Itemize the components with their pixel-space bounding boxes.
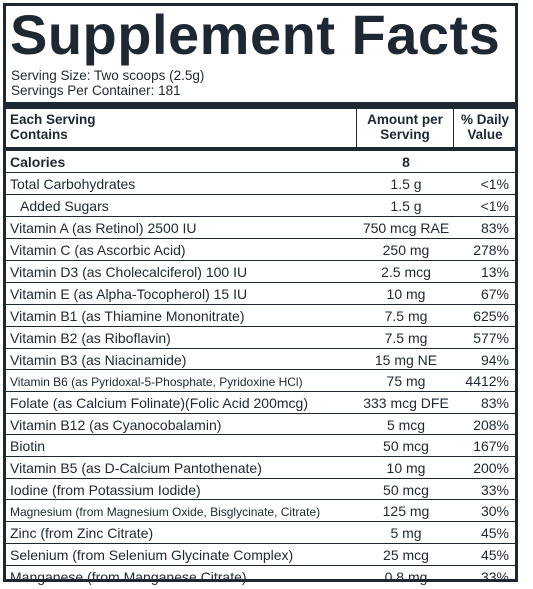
nutrient-daily-value: 4412% bbox=[465, 373, 509, 389]
nutrient-amount: 0.8 mg bbox=[384, 569, 428, 585]
nutrient-row-zinc: Zinc (from Zinc Citrate) 5 mg 45% bbox=[6, 522, 515, 544]
nutrient-name: Manganese (from Manganese Citrate) bbox=[10, 569, 247, 585]
nutrient-amount: 1.5 g bbox=[390, 176, 422, 192]
nutrient-amount: 10 mg bbox=[386, 286, 426, 302]
nutrient-row-vitamin-b12: Vitamin B12 (as Cyanocobalamin) 5 mcg 208% bbox=[6, 414, 515, 435]
nutrient-daily-value: 33% bbox=[480, 569, 509, 585]
header-amount-line1: Amount per bbox=[367, 112, 443, 127]
nutrient-row-vitamin-b1: Vitamin B1 (as Thiamine Mononitrate) 7.5 … bbox=[6, 305, 515, 327]
nutrient-name: Vitamin E (as Alpha-Tocopherol) 15 IU bbox=[10, 286, 248, 302]
nutrient-name: Vitamin B12 (as Cyanocobalamin) bbox=[10, 417, 222, 433]
nutrient-amount: 5 mg bbox=[390, 525, 422, 541]
header-divider-1 bbox=[356, 109, 357, 147]
nutrient-amount: 25 mcg bbox=[383, 547, 429, 563]
nutrient-name: Biotin bbox=[10, 438, 46, 454]
nutrient-amount: 15 mg NE bbox=[374, 352, 438, 368]
header-dv-line2: Value bbox=[467, 127, 503, 142]
nutrient-daily-value: 83% bbox=[480, 220, 509, 236]
nutrient-name: Vitamin B1 (as Thiamine Mononitrate) bbox=[10, 308, 245, 324]
nutrient-amount: 1.5 g bbox=[390, 198, 422, 214]
nutrient-name: Vitamin C (as Ascorbic Acid) bbox=[10, 242, 186, 258]
nutrient-name: Vitamin B3 (as Niacinamide) bbox=[10, 352, 187, 368]
nutrient-daily-value: 278% bbox=[473, 242, 509, 258]
supplement-facts-panel: Supplement Facts Serving Size: Two scoop… bbox=[3, 3, 518, 585]
nutrient-row-vitamin-b2: Vitamin B2 (as Riboflavin) 7.5 mg 577% bbox=[6, 327, 515, 349]
nutrient-amount: 50 mcg bbox=[383, 438, 429, 454]
header-amount-line2: Serving bbox=[380, 127, 430, 142]
nutrient-name: Vitamin B6 (as Pyridoxal-5-Phosphate, Py… bbox=[10, 375, 303, 389]
nutrient-row-folate: Folate (as Calcium Folinate)(Folic Acid … bbox=[6, 392, 515, 414]
nutrient-daily-value: 83% bbox=[480, 395, 509, 411]
nutrient-name: Vitamin D3 (as Cholecalciferol) 100 IU bbox=[10, 264, 248, 280]
nutrient-daily-value: 33% bbox=[480, 482, 509, 498]
nutrient-row-vitamin-c: Vitamin C (as Ascorbic Acid) 250 mg 278% bbox=[6, 239, 515, 261]
nutrient-daily-value: 67% bbox=[480, 286, 509, 302]
nutrient-daily-value: 45% bbox=[480, 547, 509, 563]
nutrient-amount: 250 mg bbox=[382, 242, 430, 258]
nutrient-daily-value: 200% bbox=[473, 460, 509, 476]
nutrient-name: Added Sugars bbox=[20, 198, 109, 214]
nutrient-name: Total Carbohydrates bbox=[10, 176, 136, 192]
nutrient-amount: 750 mcg RAE bbox=[362, 220, 450, 236]
nutrient-row-total-carbohydrates: Total Carbohydrates 1.5 g <1% bbox=[6, 173, 515, 195]
nutrient-row-biotin: Biotin 50 mcg 167% bbox=[6, 435, 515, 457]
serving-size: Serving Size: Two scoops (2.5g) bbox=[11, 68, 205, 83]
nutrient-row-vitamin-e: Vitamin E (as Alpha-Tocopherol) 15 IU 10 … bbox=[6, 283, 515, 305]
nutrient-amount: 125 mg bbox=[382, 503, 430, 519]
nutrient-name: Vitamin B5 (as D-Calcium Pantothenate) bbox=[10, 460, 262, 476]
header-dv-line1: % Daily bbox=[460, 112, 510, 127]
nutrient-daily-value: <1% bbox=[480, 198, 509, 214]
nutrient-amount: 50 mcg bbox=[383, 482, 429, 498]
nutrient-amount: 2.5 mcg bbox=[381, 264, 431, 280]
nutrient-amount: 7.5 mg bbox=[384, 330, 428, 346]
nutrient-amount: 10 mg bbox=[386, 460, 426, 476]
header-each-serving-line2: Contains bbox=[10, 127, 68, 142]
nutrient-name: Magnesium (from Magnesium Oxide, Bisglyc… bbox=[10, 505, 321, 519]
nutrient-daily-value: 577% bbox=[473, 330, 509, 346]
nutrient-row-magnesium: Magnesium (from Magnesium Oxide, Bisglyc… bbox=[6, 500, 515, 522]
header-divider-2 bbox=[453, 109, 454, 147]
nutrient-daily-value: 208% bbox=[473, 417, 509, 433]
nutrient-row-vitamin-b5: Vitamin B5 (as D-Calcium Pantothenate) 10… bbox=[6, 457, 515, 479]
nutrient-daily-value: 45% bbox=[480, 525, 509, 541]
calories-amount: 8 bbox=[402, 154, 410, 170]
nutrient-name: Selenium (from Selenium Glycinate Comple… bbox=[10, 547, 294, 563]
nutrient-daily-value: 30% bbox=[480, 503, 509, 519]
servings-per-container: Servings Per Container: 181 bbox=[11, 83, 181, 98]
header-each-serving-line1: Each Serving bbox=[10, 112, 96, 127]
nutrient-daily-value: 625% bbox=[473, 308, 509, 324]
nutrient-amount: 5 mcg bbox=[386, 417, 426, 433]
nutrient-daily-value: 13% bbox=[480, 264, 509, 280]
header-daily-value: % Daily Value bbox=[454, 112, 516, 142]
nutrient-row-vitamin-a: Vitamin A (as Retinol) 2500 IU 750 mcg RA… bbox=[6, 217, 515, 239]
calories-row: Calories 8 bbox=[6, 151, 515, 173]
nutrient-row-vitamin-b3: Vitamin B3 (as Niacinamide) 15 mg NE 94% bbox=[6, 349, 515, 370]
nutrient-row-added-sugars: Added Sugars 1.5 g <1% bbox=[6, 195, 515, 217]
nutrient-row-vitamin-b6: Vitamin B6 (as Pyridoxal-5-Phosphate, Py… bbox=[6, 370, 515, 392]
nutrient-row-vitamin-d3: Vitamin D3 (as Cholecalciferol) 100 IU 2.… bbox=[6, 261, 515, 283]
header-each-serving: Each Serving Contains bbox=[10, 112, 96, 142]
nutrient-amount: 7.5 mg bbox=[384, 308, 428, 324]
nutrient-row-manganese: Manganese (from Manganese Citrate) 0.8 mg… bbox=[6, 566, 515, 585]
nutrient-amount: 333 mcg DFE bbox=[363, 395, 449, 411]
nutrient-daily-value: 167% bbox=[473, 438, 509, 454]
calories-label: Calories bbox=[10, 154, 66, 170]
nutrient-name: Folate (as Calcium Folinate)(Folic Acid … bbox=[10, 395, 308, 411]
nutrient-name: Vitamin A (as Retinol) 2500 IU bbox=[10, 220, 197, 236]
nutrient-row-iodine: Iodine (from Potassium Iodide) 50 mcg 33% bbox=[6, 479, 515, 500]
calories-thick-rule bbox=[6, 147, 515, 151]
nutrient-daily-value: 94% bbox=[480, 352, 509, 368]
nutrient-name: Zinc (from Zinc Citrate) bbox=[10, 525, 154, 541]
nutrient-amount: 75 mg bbox=[386, 373, 426, 389]
nutrient-row-selenium: Selenium (from Selenium Glycinate Comple… bbox=[6, 544, 515, 566]
nutrient-daily-value: <1% bbox=[480, 176, 509, 192]
nutrient-name: Iodine (from Potassium Iodide) bbox=[10, 482, 201, 498]
panel-title: Supplement Facts bbox=[10, 3, 501, 66]
nutrient-name: Vitamin B2 (as Riboflavin) bbox=[10, 330, 171, 346]
header-amount: Amount per Serving bbox=[357, 112, 453, 142]
header-thick-rule bbox=[6, 102, 515, 109]
